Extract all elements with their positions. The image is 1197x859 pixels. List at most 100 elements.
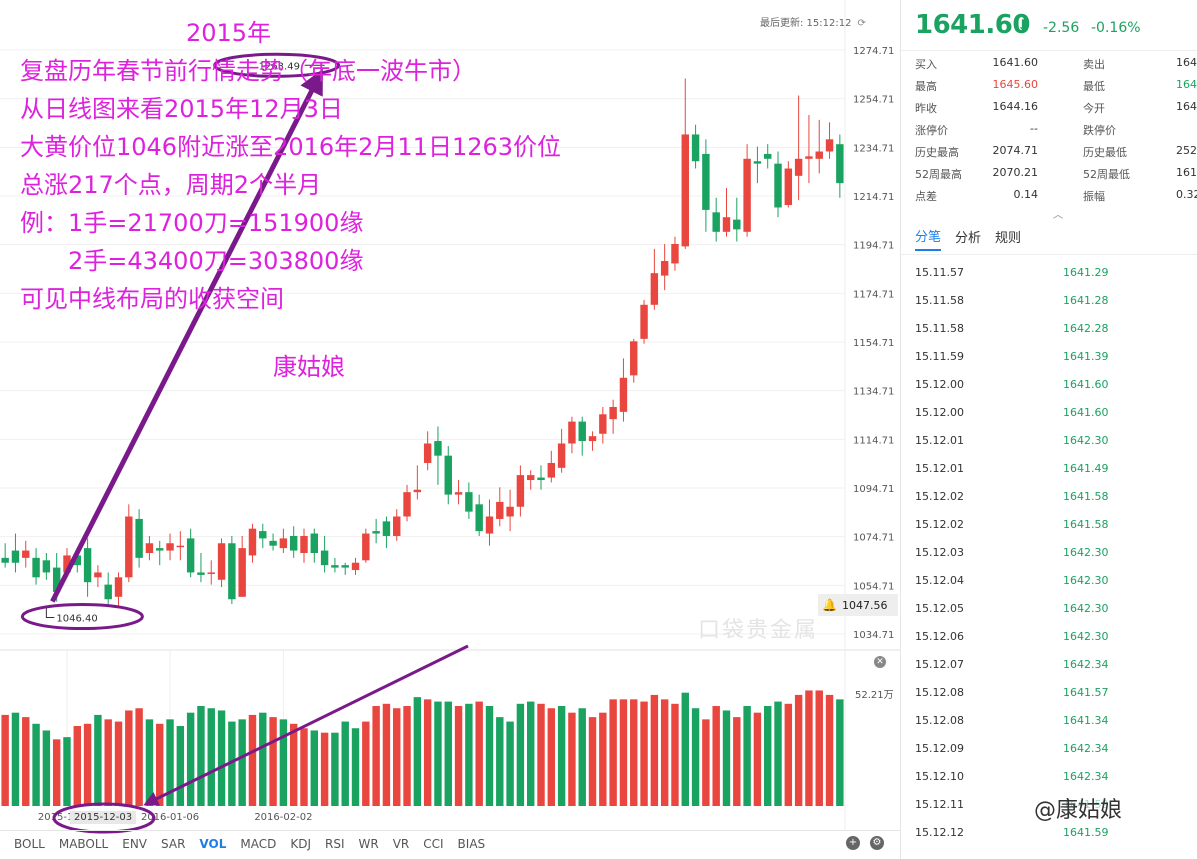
- candle-body: [73, 555, 81, 566]
- candle-body: [393, 516, 401, 536]
- indicator-cci[interactable]: CCI: [423, 837, 444, 851]
- high-price-label: 1263.49: [259, 61, 300, 72]
- annotation-title: 2015年: [186, 19, 272, 47]
- tick-row: 15.12.01 1641.49: [901, 454, 1197, 482]
- indicator-macd[interactable]: MACD: [240, 837, 277, 851]
- candle-body: [640, 304, 648, 339]
- tick-time: 15.12.01: [915, 434, 964, 447]
- quote-row: 买入 1641.60 卖出 1641.: [901, 51, 1197, 73]
- quote-row: 最高 1645.60 最低 1640.3: [901, 73, 1197, 95]
- candle-body: [413, 489, 422, 493]
- x-tick-label: 2016-01-06: [141, 812, 199, 823]
- quote-label: 今开: [1083, 102, 1105, 115]
- volume-bar: [660, 699, 669, 806]
- volume-bar: [454, 706, 463, 806]
- candle-body: [588, 436, 597, 442]
- tick-price: 1642.30: [1063, 602, 1109, 615]
- volume-bar: [537, 703, 545, 806]
- tick-price: 1641.57: [1063, 686, 1109, 699]
- volume-bar: [434, 701, 442, 806]
- quote-table: 买入 1641.60 卖出 1641. 最高 1645.60 最低 1640.3 昨收 1644.…: [901, 50, 1197, 205]
- volume-bar: [114, 721, 123, 806]
- volume-bar: [588, 717, 597, 806]
- indicator-vr[interactable]: VR: [392, 837, 410, 851]
- tick-time: 15.11.57: [915, 266, 964, 279]
- volume-bar: [259, 712, 267, 806]
- volume-bar: [753, 712, 762, 806]
- quote-value: 252.: [1176, 144, 1197, 157]
- bell-icon[interactable]: 🔔: [822, 598, 837, 612]
- volume-bar: [393, 708, 401, 806]
- volume-bar: [382, 703, 391, 806]
- quote-label: 振幅: [1083, 190, 1105, 203]
- tick-price: 1642.30: [1063, 434, 1109, 447]
- candle-body: [22, 550, 30, 558]
- volume-bar: [475, 701, 483, 806]
- low-price-leader: [45, 605, 55, 619]
- volume-bar: [681, 692, 689, 806]
- chart-area[interactable]: 1274.71 1254.71 1234.71 1214.71 1194.71 1174.…: [0, 0, 900, 859]
- volume-bar: [691, 708, 700, 806]
- tick-price: 1641.49: [1063, 462, 1109, 475]
- tick-price: 1641.39: [1063, 350, 1109, 363]
- current-price: 1641.60: [915, 10, 1030, 40]
- quote-row: 点差 0.14 振幅 0.32: [901, 183, 1197, 205]
- candle-body: [578, 421, 586, 442]
- candle-body: [526, 475, 535, 480]
- quote-label: 涨停价: [915, 124, 948, 137]
- tick-price: 1641.60: [1063, 378, 1109, 391]
- close-icon[interactable]: ✕: [874, 656, 886, 668]
- tab-ticks[interactable]: 分笔: [915, 226, 942, 251]
- tab-rules[interactable]: 规则: [995, 230, 1022, 246]
- candle-body: [660, 260, 669, 276]
- candle-body: [733, 219, 741, 230]
- last-price-box: 🔔 1047.56: [818, 594, 898, 616]
- candle-body: [702, 153, 710, 210]
- candle-body: [722, 217, 731, 232]
- indicator-kdj[interactable]: KDJ: [290, 837, 311, 851]
- indicator-rsi[interactable]: RSI: [325, 837, 345, 851]
- y-tick-label: 1214.71: [853, 192, 894, 203]
- volume-bar: [166, 719, 174, 806]
- tick-row: 15.12.12 1641.59: [901, 818, 1197, 846]
- tick-row: 15.12.03 1642.30: [901, 538, 1197, 566]
- volume-bar: [619, 699, 628, 806]
- gear-icon[interactable]: ⚙: [870, 836, 884, 850]
- tick-row: 15.11.58 1642.28: [901, 314, 1197, 342]
- volume-bar: [413, 697, 422, 806]
- candle-body: [269, 540, 277, 546]
- candle-body: [176, 545, 185, 548]
- candle-body: [650, 273, 659, 305]
- candle-body: [217, 543, 226, 580]
- indicator-vol[interactable]: VOL: [199, 837, 227, 851]
- volume-bar: [568, 712, 576, 806]
- chevron-up-icon[interactable]: ︿: [1053, 210, 1063, 221]
- volume-bar: [743, 706, 751, 806]
- add-icon[interactable]: +: [846, 836, 860, 850]
- volume-bar: [331, 732, 339, 806]
- volume-max-label: 52.21万: [855, 690, 894, 701]
- indicator-sar[interactable]: SAR: [161, 837, 186, 851]
- candle-body: [52, 567, 61, 592]
- indicator-bias[interactable]: BIAS: [457, 837, 486, 851]
- volume-bar: [485, 706, 494, 806]
- tick-time: 15.11.59: [915, 350, 964, 363]
- tick-time: 15.12.00: [915, 378, 964, 391]
- quote-label: 卖出: [1083, 58, 1105, 71]
- candle-body: [836, 144, 844, 184]
- candle-body: [743, 158, 751, 232]
- indicator-boll[interactable]: BOLL: [14, 837, 45, 851]
- candle-body: [341, 565, 349, 568]
- tick-row: 15.12.01 1642.30: [901, 426, 1197, 454]
- candlestick-chart[interactable]: 1274.71 1254.71 1234.71 1214.71 1194.71 1174.…: [0, 0, 900, 859]
- candle-body: [362, 533, 370, 561]
- indicator-env[interactable]: ENV: [122, 837, 148, 851]
- annotation-line: 2手=43400刀=303800缘: [20, 247, 364, 275]
- quote-label: 52周最高: [915, 168, 962, 181]
- volume-bar: [784, 703, 793, 806]
- indicator-maboll[interactable]: MABOLL: [58, 837, 109, 851]
- indicator-wr[interactable]: WR: [358, 837, 379, 851]
- refresh-icon[interactable]: ⟳: [857, 18, 866, 29]
- tab-analysis[interactable]: 分析: [955, 230, 982, 246]
- x-tick-label: 2016-02-02: [254, 812, 312, 823]
